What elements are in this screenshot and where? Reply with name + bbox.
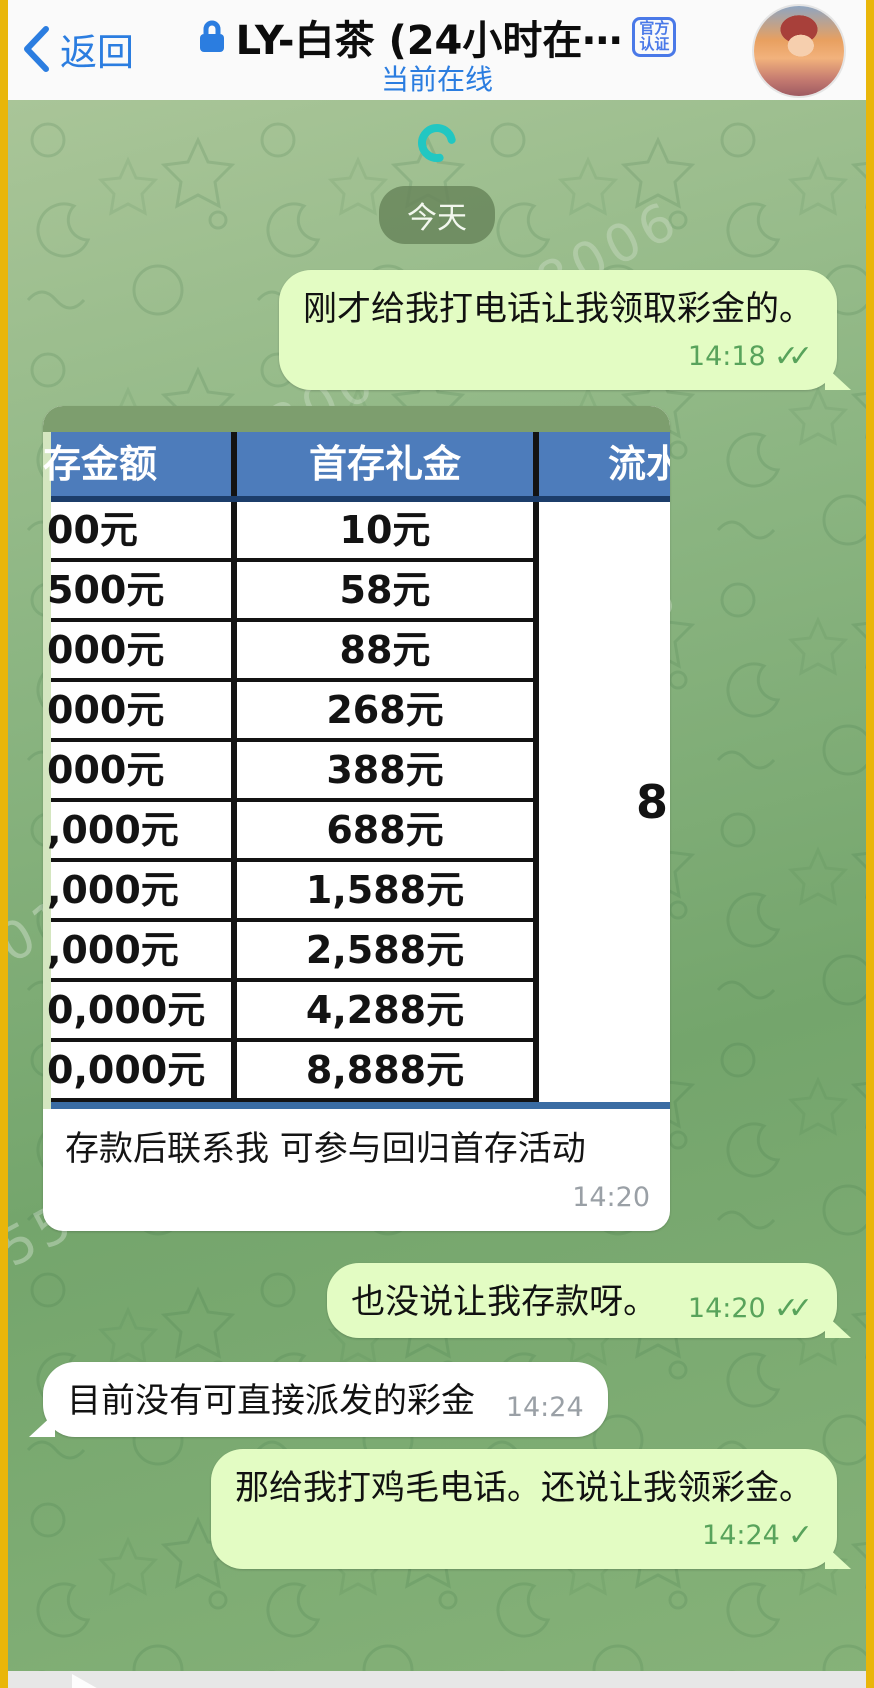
table-merged-turnover-cell: 8 xyxy=(549,502,670,1102)
deposit-bonus-table: 存金额 首存礼金 流水 00元 10元 500元 58元 000元 88元 000元 2… xyxy=(43,432,670,1109)
verified-badge: 官方 认证 xyxy=(632,17,677,57)
loading-spinner-icon xyxy=(418,124,456,162)
read-checkmarks-icon: ✓✓ xyxy=(773,1291,813,1326)
message-time: 14:24 xyxy=(702,1520,780,1551)
lock-icon xyxy=(199,20,224,52)
chat-scroll-area[interactable]: d00300550058006 01980041005600500046 055… xyxy=(8,100,866,1688)
bottom-bar xyxy=(8,1671,866,1688)
avatar[interactable] xyxy=(754,6,844,96)
message-text: 也没说让我存款呀。 xyxy=(351,1282,658,1322)
message-time: 14:20 xyxy=(687,1293,766,1324)
message-time: 14:24 xyxy=(505,1392,584,1423)
message-text: 目前没有可直接派发的彩金 xyxy=(67,1381,475,1421)
table-row: 000元 388元 xyxy=(47,742,670,802)
message-bubble-image[interactable]: 存金额 首存礼金 流水 00元 10元 500元 58元 000元 88元 000元 2… xyxy=(43,406,670,1231)
table-row: ,000元 688元 xyxy=(47,802,670,862)
column-header-deposit: 存金额 xyxy=(43,432,237,496)
message-bubble-outgoing[interactable]: 那给我打鸡毛电话。还说让我领彩金。 14:24 ✓ xyxy=(211,1449,851,1569)
table-row: 500元 58元 xyxy=(47,562,670,622)
date-separator: 今天 xyxy=(379,186,495,244)
message-bubble-outgoing[interactable]: 刚才给我打电话让我领取彩金的。 14:18 ✓✓ xyxy=(279,270,851,390)
table-row: 0,000元 8,888元 xyxy=(47,1042,670,1102)
table-row: ,000元 1,588元 xyxy=(47,862,670,922)
read-checkmarks-icon: ✓✓ xyxy=(773,339,813,374)
image-left-edge xyxy=(43,432,51,1109)
message-time: 14:18 xyxy=(687,341,766,372)
table-row: 0,000元 4,288元 xyxy=(47,982,670,1042)
image-top-strip xyxy=(43,406,670,432)
play-triangle-icon xyxy=(72,1674,102,1688)
table-row: 00元 10元 xyxy=(47,502,670,562)
table-row: 000元 88元 xyxy=(47,622,670,682)
sent-checkmark-icon: ✓ xyxy=(787,1518,813,1553)
message-time: 14:20 xyxy=(572,1182,650,1213)
column-header-bonus: 首存礼金 xyxy=(237,432,539,496)
table-row: ,000元 2,588元 xyxy=(47,922,670,982)
chat-title-area[interactable]: LY-白茶 (24小时在⋯ 官方 认证 xyxy=(8,8,866,66)
message-bubble-incoming[interactable]: 目前没有可直接派发的彩金 14:24 xyxy=(29,1362,608,1437)
chat-title: LY-白茶 (24小时在⋯ xyxy=(235,18,623,64)
table-bottom-border xyxy=(51,1102,670,1109)
back-label: 返回 xyxy=(60,31,134,74)
message-text: 刚才给我打电话让我领取彩金的。 xyxy=(303,289,813,329)
image-caption: 存款后联系我 可参与回归首存活动 xyxy=(65,1129,586,1169)
back-chevron-icon xyxy=(24,26,49,72)
table-image[interactable]: 存金额 首存礼金 流水 00元 10元 500元 58元 000元 88元 000元 2… xyxy=(43,406,670,1109)
column-header-turnover: 流水 xyxy=(607,442,670,486)
message-text: 那给我打鸡毛电话。还说让我领彩金。 xyxy=(235,1468,813,1508)
back-button[interactable]: 返回 xyxy=(22,22,134,76)
app-window: 返回 LY-白茶 (24小时在⋯ 官方 认证 当前在线 xyxy=(8,0,866,1688)
online-status: 当前在线 xyxy=(380,63,493,96)
chat-header: 返回 LY-白茶 (24小时在⋯ 官方 认证 当前在线 xyxy=(8,0,866,100)
message-bubble-outgoing[interactable]: 也没说让我存款呀。 14:20 ✓✓ xyxy=(327,1263,851,1338)
table-row: 000元 268元 xyxy=(47,682,670,742)
